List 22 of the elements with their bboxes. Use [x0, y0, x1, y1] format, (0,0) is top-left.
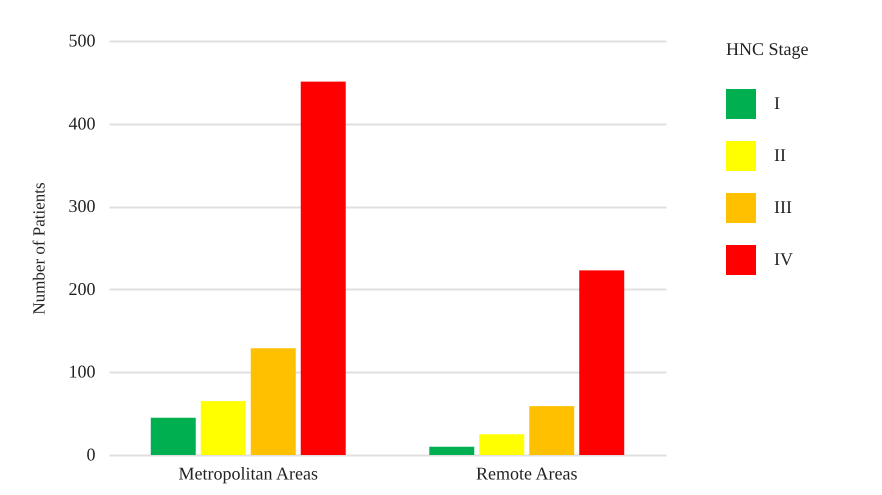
legend-label: III — [774, 197, 792, 217]
bar — [429, 446, 474, 455]
y-tick-label: 200 — [68, 278, 96, 299]
legend-label: IV — [774, 249, 793, 269]
y-tick-label: 0 — [86, 444, 96, 464]
bar — [150, 418, 196, 455]
y-axis-title: Number of Patients — [30, 182, 48, 315]
bar — [300, 82, 346, 455]
legend-label: II — [774, 145, 786, 165]
legend-title: HNC Stage — [726, 39, 809, 59]
y-tick-label: 400 — [68, 113, 96, 134]
x-tick-label: Remote Areas — [476, 464, 578, 484]
bar — [529, 406, 574, 455]
x-tick-label: Metropolitan Areas — [178, 464, 318, 484]
bar — [200, 401, 246, 455]
bar — [250, 348, 296, 455]
y-tick-label: 100 — [68, 362, 96, 382]
legend-label: I — [774, 93, 780, 113]
y-tick-label: 500 — [68, 30, 96, 50]
bar — [579, 270, 624, 455]
bar — [479, 434, 524, 455]
y-tick-label: 300 — [68, 196, 96, 216]
